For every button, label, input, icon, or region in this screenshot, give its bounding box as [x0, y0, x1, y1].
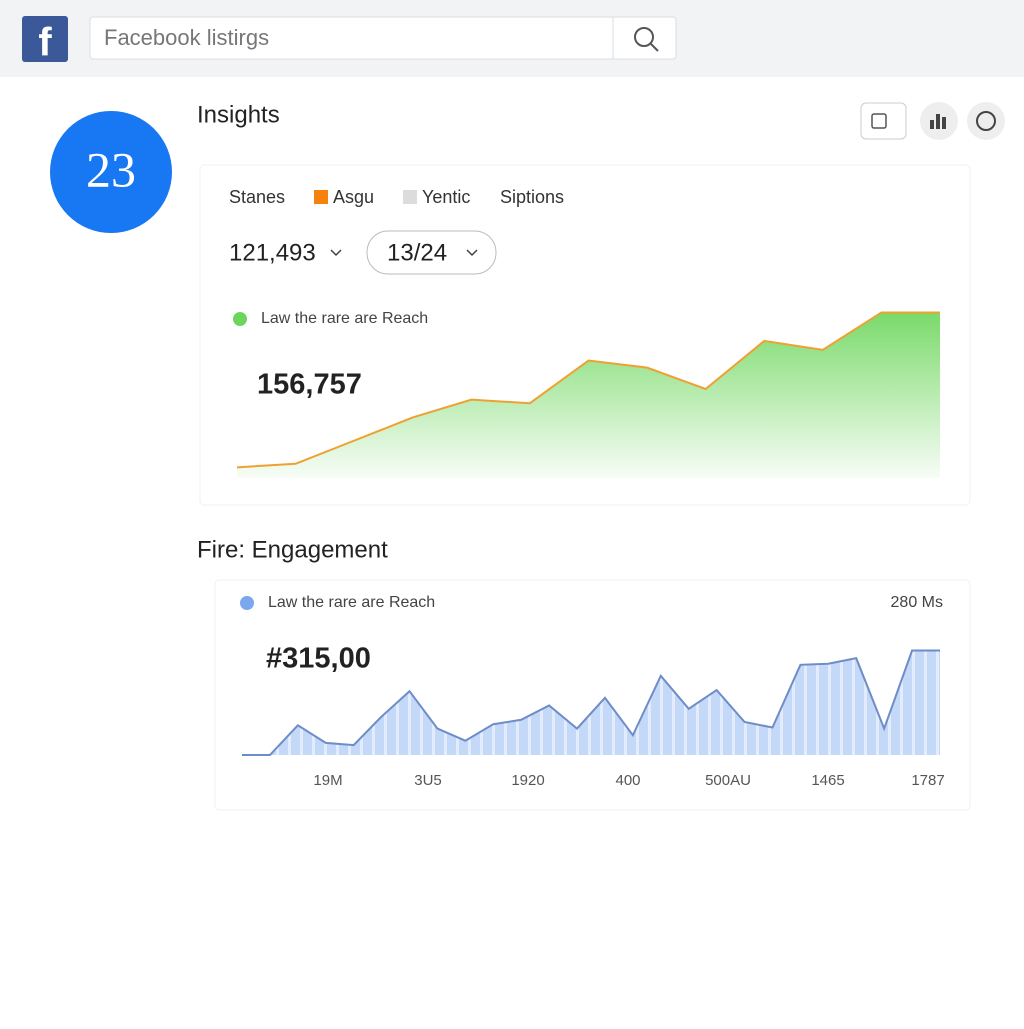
x-tick-label: 19M [313, 772, 342, 789]
search-icon[interactable] [634, 27, 654, 47]
icon [930, 120, 934, 129]
x-tick-label: 500AU [705, 772, 751, 789]
fb-logo[interactable] [22, 16, 68, 62]
line [242, 649, 940, 756]
icon [936, 114, 940, 129]
x-tick-label: 1787 [911, 772, 944, 789]
tab[interactable]: Siptions [500, 187, 564, 207]
search-icon-handle [650, 43, 659, 52]
tab[interactable]: Yentic [422, 187, 470, 207]
corner-label: 280 Ms [891, 594, 943, 611]
date-pill[interactable] [366, 230, 497, 275]
badge [50, 111, 172, 233]
x-tick-label: 3U5 [414, 772, 442, 789]
icon [871, 113, 887, 129]
engagement-title: Fire: Engagement [197, 536, 388, 563]
line [236, 311, 940, 469]
date: 13/24 [387, 239, 447, 266]
insights-title: Insights [197, 101, 280, 128]
icon [976, 111, 996, 131]
legend-label: Law the rare are Reach [261, 310, 428, 327]
legend-dot [233, 312, 247, 326]
tab-swatch [314, 190, 328, 204]
search-placeholder: Facebook listirgs [104, 25, 269, 50]
search-box[interactable] [89, 16, 677, 60]
area-fill [242, 650, 940, 755]
fb-logo-f: f [38, 21, 52, 65]
chevron [330, 249, 342, 257]
icon [942, 117, 946, 129]
x-tick-label: 400 [615, 772, 640, 789]
area-fill [237, 312, 940, 478]
tab[interactable]: Asgu [333, 187, 374, 207]
legend-dot [240, 596, 254, 610]
x-tick-label: 1465 [811, 772, 844, 789]
icon-button[interactable] [860, 102, 907, 140]
icon-button[interactable] [967, 102, 1005, 140]
x-tick-label: 1920 [511, 772, 544, 789]
tab[interactable]: Stanes [229, 187, 285, 207]
legend-label: Law the rare are Reach [268, 594, 435, 611]
annotation: 156,757 [257, 369, 362, 401]
badge-number: 23 [86, 141, 136, 197]
chevron [466, 249, 478, 257]
metric: 121,493 [229, 239, 316, 266]
annotation: #315,00 [266, 643, 371, 675]
tab-swatch [403, 190, 417, 204]
